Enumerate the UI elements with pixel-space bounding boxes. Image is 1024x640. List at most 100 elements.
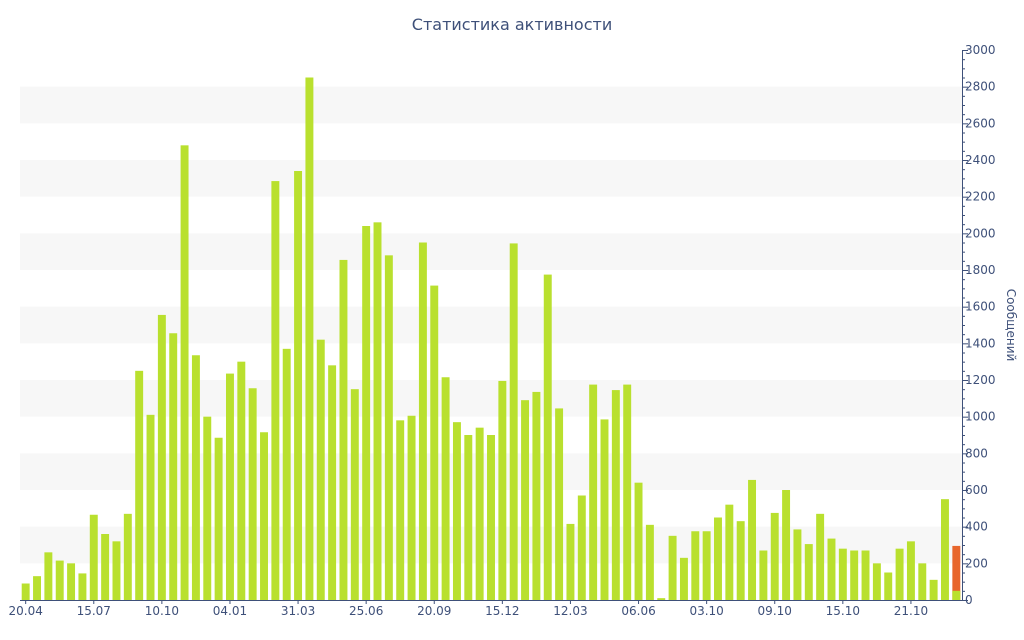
y-axis-title: Сообщений <box>1004 288 1018 362</box>
bar <box>725 504 734 600</box>
bar <box>895 548 904 600</box>
y-tick-label: 2200 <box>965 190 996 204</box>
bar <box>475 427 484 600</box>
bar-lower-segment <box>952 590 961 600</box>
bar <box>67 563 76 600</box>
bar <box>702 531 711 600</box>
bar <box>430 285 439 600</box>
y-tick-label: 2400 <box>965 153 996 167</box>
bar <box>577 495 586 600</box>
x-tick-label: 04.01 <box>213 604 247 618</box>
bars-group <box>21 77 961 601</box>
chart-title: Статистика активности <box>411 15 613 34</box>
bar <box>225 373 234 600</box>
grid-band <box>20 86 962 124</box>
x-tick-label: 10.10 <box>145 604 179 618</box>
x-tick-label: 15.10 <box>826 604 860 618</box>
bar <box>736 521 745 600</box>
bar <box>384 255 393 601</box>
y-tick-label: 2800 <box>965 80 996 94</box>
bar <box>929 579 938 600</box>
bar <box>918 563 927 600</box>
bar <box>589 384 598 600</box>
bar <box>782 490 791 600</box>
y-tick-label: 2000 <box>965 226 996 240</box>
bar <box>679 557 688 600</box>
bar <box>112 541 121 600</box>
bar <box>180 145 189 601</box>
axes-group <box>20 50 968 604</box>
bar <box>78 573 87 600</box>
bar <box>611 390 620 600</box>
bar <box>157 314 166 600</box>
x-tick-label: 20.09 <box>417 604 451 618</box>
x-tick-label: 25.06 <box>349 604 383 618</box>
bar <box>566 523 575 600</box>
bar <box>214 437 223 600</box>
bar <box>203 416 212 600</box>
x-tick-label: 31.03 <box>281 604 315 618</box>
bar <box>294 171 303 600</box>
bar <box>123 513 132 600</box>
bar <box>498 380 507 600</box>
grid-band <box>20 160 962 197</box>
bar <box>282 348 291 600</box>
bar <box>509 243 518 600</box>
bar <box>793 529 802 600</box>
bar <box>816 513 825 600</box>
bar <box>906 541 915 600</box>
y-tick-label: 800 <box>965 446 988 460</box>
bar <box>623 384 632 600</box>
bar <box>191 355 200 600</box>
bar <box>555 408 564 600</box>
bar <box>452 422 461 600</box>
bar <box>169 333 178 600</box>
bar <box>260 432 268 600</box>
bar <box>101 534 110 600</box>
bar <box>543 274 552 600</box>
y-tick-label: 1600 <box>965 300 996 314</box>
bar <box>373 222 382 601</box>
bar <box>645 524 654 600</box>
x-tick-label: 03.10 <box>689 604 723 618</box>
bar <box>952 545 961 600</box>
x-tick-label: 09.10 <box>758 604 792 618</box>
grid-band <box>20 233 962 270</box>
bar <box>21 583 30 600</box>
bar <box>441 377 450 600</box>
tick-labels-group: 0 200 400 600 800 1000 1200 1400 1600 1800 2000 220… <box>8 43 995 618</box>
bar <box>328 365 337 600</box>
bar <box>850 550 859 600</box>
x-tick-label: 20.04 <box>8 604 42 618</box>
bar <box>861 550 870 600</box>
x-tick-label: 06.06 <box>621 604 655 618</box>
bar <box>884 572 893 600</box>
bar <box>248 388 257 600</box>
bar <box>827 538 836 600</box>
bar <box>872 563 881 600</box>
bar <box>600 419 609 600</box>
bar <box>521 400 530 600</box>
y-tick-label: 1400 <box>965 336 996 350</box>
y-tick-label: 1200 <box>965 373 996 387</box>
bar <box>941 499 949 600</box>
bar <box>407 415 416 600</box>
y-tick-label: 2600 <box>965 116 996 130</box>
bar <box>89 514 98 600</box>
bar <box>305 77 314 600</box>
x-tick-label: 15.07 <box>77 604 111 618</box>
bar <box>691 531 700 600</box>
y-tick-label: 600 <box>965 483 988 497</box>
bar <box>339 259 348 600</box>
x-tick-label: 15.12 <box>485 604 519 618</box>
x-tick-label: 12.03 <box>553 604 587 618</box>
bar <box>362 226 371 600</box>
y-tick-label: 3000 <box>965 43 996 57</box>
bar <box>350 389 359 600</box>
bar <box>135 370 144 600</box>
bar <box>770 512 779 600</box>
bar <box>668 535 677 600</box>
y-tick-label: 1800 <box>965 263 996 277</box>
